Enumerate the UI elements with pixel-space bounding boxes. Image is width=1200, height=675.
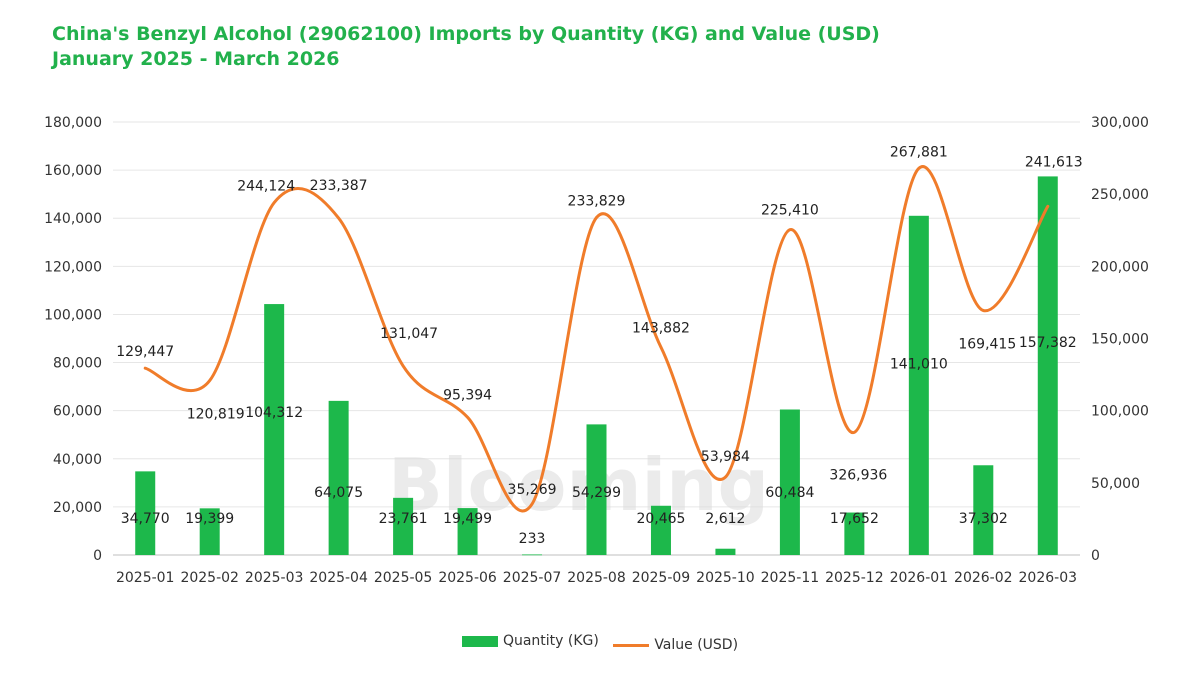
legend-label-value: Value (USD)	[654, 637, 739, 653]
bar-data-label: 19,499	[443, 511, 492, 527]
left-axis-tick-label: 60,000	[53, 404, 102, 420]
value-line-path	[143, 165, 1050, 513]
x-axis-tick-label: 2025-01	[116, 570, 175, 586]
line-data-label: 120,819	[187, 407, 245, 423]
right-axis-tick-label: 0	[1091, 548, 1100, 564]
quantity-bar	[522, 554, 543, 556]
bar-data-label: 17,652	[830, 511, 879, 527]
line-data-label: 233,387	[310, 178, 368, 194]
line-data-label: 95,394	[443, 387, 492, 403]
left-axis-tick-label: 180,000	[44, 115, 102, 131]
left-axis-tick-label: 80,000	[53, 356, 102, 372]
left-axis-tick-label: 100,000	[44, 307, 102, 323]
bar-data-label: 34,770	[121, 511, 170, 527]
line-data-label: 35,269	[508, 482, 557, 498]
left-axis-tick-label: 0	[93, 548, 102, 564]
right-axis-tick-label: 50,000	[1091, 476, 1140, 492]
bar-swatch-icon	[461, 635, 498, 647]
bar-data-label: 2,612	[705, 511, 745, 527]
quantity-bars	[135, 176, 1058, 556]
bar-data-label: 54,299	[572, 485, 621, 501]
quantity-bar	[264, 304, 285, 555]
right-axis-tick-label: 150,000	[1091, 332, 1149, 348]
quantity-bar	[1037, 176, 1058, 555]
quantity-bar	[586, 424, 607, 555]
x-axis-tick-label: 2026-03	[1019, 570, 1078, 586]
quantity-bar	[650, 505, 671, 555]
line-data-label: 143,882	[632, 320, 690, 336]
line-data-label: 225,410	[761, 203, 819, 219]
line-data-label: 131,047	[380, 326, 438, 342]
bar-data-label: 37,302	[959, 511, 1008, 527]
bar-data-label: 60,484	[765, 485, 814, 501]
left-axis-tick-label: 20,000	[53, 500, 102, 516]
line-swatch-icon	[613, 643, 650, 647]
x-axis-tick-label: 2025-12	[825, 570, 884, 586]
right-axis-tick-label: 250,000	[1091, 187, 1149, 203]
legend-item-quantity: Quantity (KG)	[461, 633, 599, 649]
bar-data-label: 104,312	[245, 405, 303, 421]
quantity-bar	[135, 471, 156, 555]
bar-data-label: 23,761	[379, 511, 428, 527]
legend-item-value: Value (USD)	[613, 637, 738, 653]
quantity-bar	[908, 215, 929, 556]
bar-data-label: 19,399	[185, 511, 234, 527]
x-axis-tick-label: 2026-02	[954, 570, 1013, 586]
right-axis-tick-label: 300,000	[1091, 115, 1149, 131]
chart-title: China's Benzyl Alcohol (29062100) Import…	[52, 23, 880, 45]
x-axis-tick-label: 2025-04	[309, 570, 368, 586]
left-axis-tick-label: 160,000	[44, 163, 102, 179]
bar-data-labels: 34,770 19,399 104,312 64,075 23,761 19,499 233…	[121, 335, 1077, 547]
line-data-label: 244,124	[237, 179, 295, 195]
quantity-bar	[393, 497, 414, 555]
x-axis-ticks: 2025-01 2025-02 2025-03 2025-04 2025-05 2025-…	[116, 570, 1077, 586]
right-axis-tick-label: 200,000	[1091, 259, 1149, 275]
left-axis-tick-label: 40,000	[53, 452, 102, 468]
x-axis-tick-label: 2025-05	[374, 570, 433, 586]
right-axis-tick-label: 100,000	[1091, 404, 1149, 420]
quantity-bar	[457, 508, 478, 555]
x-axis-tick-label: 2025-03	[245, 570, 304, 586]
line-data-label: 241,613	[1025, 154, 1083, 170]
quantity-bar	[844, 512, 865, 555]
x-axis-tick-label: 2025-06	[438, 570, 497, 586]
line-data-labels: 129,447 120,819 244,124 233,387 131,047 95,39…	[116, 144, 1082, 498]
x-axis-tick-label: 2025-11	[761, 570, 820, 586]
x-axis-tick-label: 2025-09	[632, 570, 691, 586]
legend: Quantity (KG) Value (USD)	[0, 633, 1200, 653]
value-line	[143, 165, 1050, 513]
left-axis-tick-label: 120,000	[44, 259, 102, 275]
quantity-bar	[328, 400, 349, 555]
x-axis-tick-label: 2025-07	[503, 570, 562, 586]
bar-data-label: 64,075	[314, 485, 363, 501]
bar-data-label: 141,010	[890, 356, 948, 372]
watermark: Blooming	[388, 443, 769, 527]
quantity-bar	[779, 409, 800, 555]
legend-label-quantity: Quantity (KG)	[502, 633, 599, 649]
bar-data-label: 157,382	[1019, 335, 1077, 351]
x-axis-tick-label: 2025-10	[696, 570, 755, 586]
left-axis-ticks: 0 20,000 40,000 60,000 80,000 100,000 120,000 1…	[44, 115, 102, 564]
line-data-label: 326,936	[829, 467, 887, 483]
chart-subtitle: January 2025 - March 2026	[52, 48, 340, 70]
right-axis-ticks: 0 50,000 100,000 150,000 200,000 250,000 300,0…	[1091, 115, 1149, 564]
bar-data-label: 233	[519, 531, 546, 547]
line-data-label: 129,447	[116, 344, 174, 360]
x-axis-tick-label: 2025-08	[567, 570, 626, 586]
quantity-bar	[715, 548, 736, 555]
x-axis-tick-label: 2026-01	[890, 570, 949, 586]
quantity-bar	[199, 508, 220, 555]
left-axis-tick-label: 140,000	[44, 211, 102, 227]
line-data-label: 169,415	[958, 336, 1016, 352]
x-axis-tick-label: 2025-02	[180, 570, 239, 586]
line-data-label: 233,829	[568, 194, 626, 210]
chart-title-block: China's Benzyl Alcohol (29062100) Import…	[52, 22, 880, 72]
quantity-bar	[973, 465, 994, 555]
line-data-label: 53,984	[701, 449, 750, 465]
line-data-label: 267,881	[890, 144, 948, 160]
bar-data-label: 20,465	[636, 511, 685, 527]
